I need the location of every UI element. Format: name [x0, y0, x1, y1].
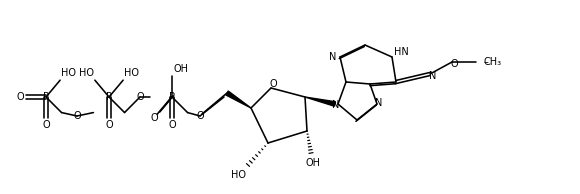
Text: O: O [269, 79, 277, 89]
Text: HO: HO [79, 68, 94, 78]
Text: O: O [450, 59, 458, 69]
Text: –: – [484, 57, 488, 67]
Text: O: O [151, 113, 158, 123]
Text: N: N [429, 71, 437, 81]
Text: HN: HN [394, 47, 409, 57]
Text: O: O [168, 120, 176, 130]
Text: HO: HO [61, 68, 76, 78]
Text: OH: OH [174, 64, 189, 74]
Polygon shape [226, 91, 251, 108]
Text: N: N [332, 100, 340, 110]
Text: HO: HO [124, 68, 139, 78]
Polygon shape [305, 97, 335, 106]
Text: O: O [16, 92, 24, 102]
Text: N: N [375, 98, 383, 108]
Text: OH: OH [306, 158, 321, 168]
Text: O: O [73, 111, 81, 121]
Text: O: O [136, 92, 144, 102]
Text: HO: HO [230, 170, 245, 180]
Text: O: O [196, 111, 204, 121]
Text: N: N [329, 52, 336, 62]
Text: P: P [43, 92, 49, 102]
Text: O: O [42, 120, 50, 130]
Text: CH₃: CH₃ [484, 57, 502, 67]
Text: O: O [105, 120, 113, 130]
Text: P: P [169, 92, 175, 102]
Text: P: P [106, 92, 112, 102]
